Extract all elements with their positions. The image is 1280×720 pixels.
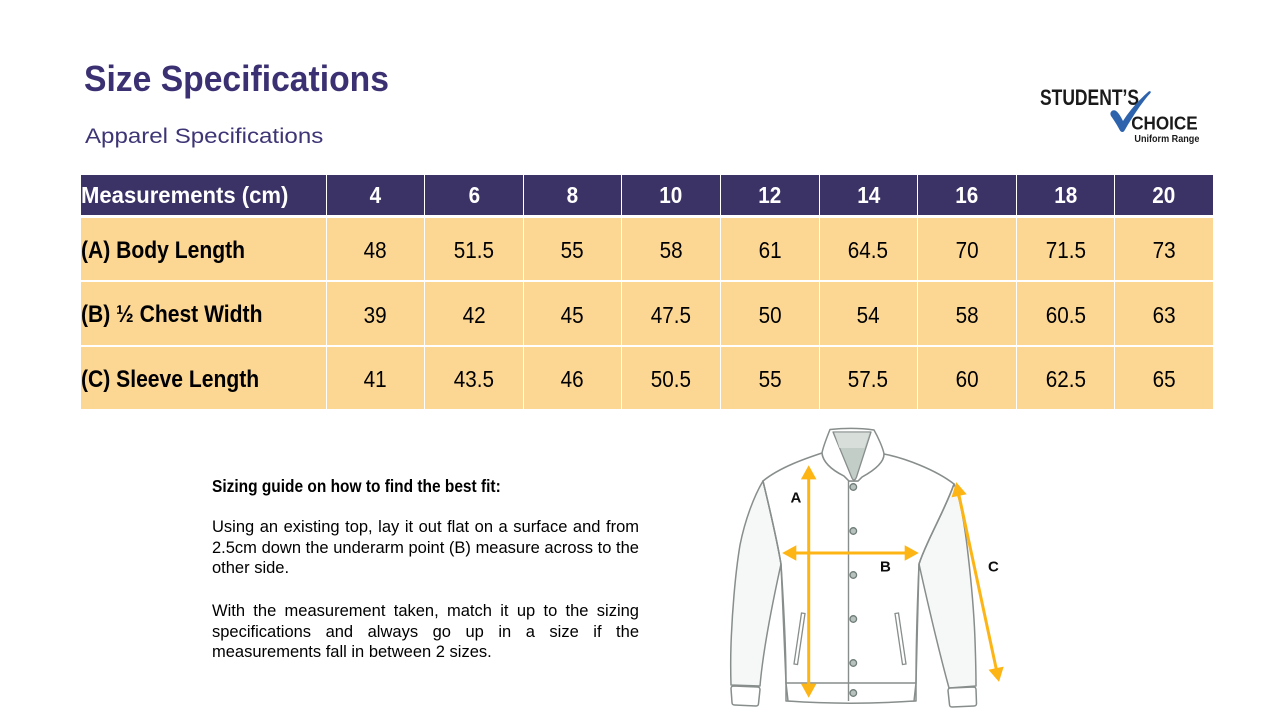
- svg-text:A: A: [791, 490, 802, 507]
- svg-text:STUDENT’S: STUDENT’S: [1040, 85, 1139, 110]
- svg-text:C: C: [988, 559, 999, 576]
- svg-text:B: B: [880, 559, 891, 576]
- svg-text:CHOICE: CHOICE: [1131, 112, 1198, 133]
- svg-text:Uniform Range: Uniform Range: [1134, 134, 1199, 145]
